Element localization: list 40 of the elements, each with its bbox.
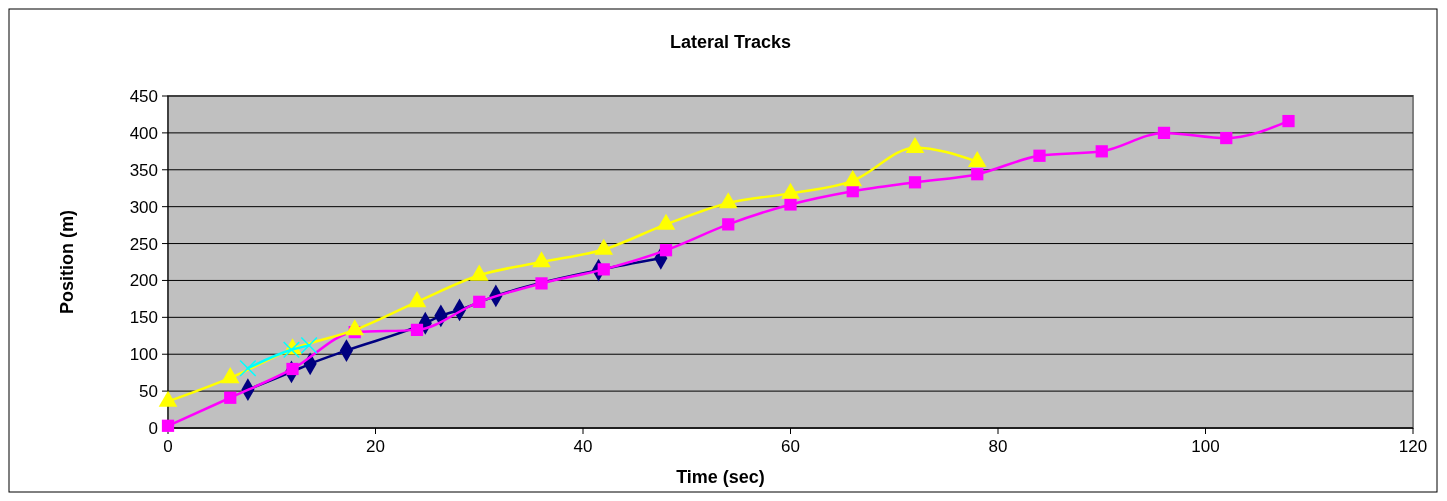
y-tick-label: 400 <box>129 123 158 143</box>
chart-title: Lateral Tracks <box>669 32 792 52</box>
point <box>286 362 299 376</box>
point <box>784 198 797 211</box>
point <box>300 336 318 354</box>
point <box>161 419 175 432</box>
point <box>1095 145 1108 158</box>
y-tick-label: 300 <box>129 197 158 217</box>
y-tick-label: 450 <box>129 86 158 106</box>
y-tick-label: 350 <box>129 160 158 180</box>
x-tick-label: 0 <box>163 437 173 456</box>
point <box>239 359 257 377</box>
point <box>1282 114 1295 128</box>
y-tick-label: 250 <box>129 234 158 254</box>
x-tick-label: 120 <box>1398 437 1428 456</box>
y-tick-label: 150 <box>129 308 158 328</box>
point <box>1033 149 1046 162</box>
point <box>535 277 548 290</box>
point <box>473 295 486 308</box>
point <box>722 218 735 231</box>
point <box>971 168 984 181</box>
point <box>282 341 300 359</box>
point <box>659 244 673 257</box>
point <box>908 176 922 189</box>
point <box>410 323 424 336</box>
x-tick-label: 20 <box>366 437 385 456</box>
point <box>1220 131 1233 145</box>
x-tick-label: 100 <box>1191 437 1220 456</box>
point <box>597 263 610 276</box>
y-tick-label: 0 <box>148 418 158 438</box>
y-tick-label: 200 <box>129 271 158 291</box>
point <box>1157 126 1171 140</box>
x-tick-label: 40 <box>573 437 593 456</box>
y-axis-title: Position (m) <box>57 210 77 314</box>
y-tick-label: 50 <box>139 382 158 402</box>
y-tick-label: 100 <box>129 345 158 365</box>
x-tick-label: 80 <box>988 437 1008 456</box>
x-axis-title: Time (sec) <box>676 467 765 487</box>
x-tick-label: 60 <box>781 437 800 456</box>
point <box>224 391 237 404</box>
